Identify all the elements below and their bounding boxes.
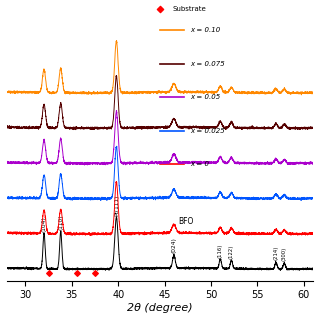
Text: (300): (300) — [282, 247, 287, 261]
Point — [46, 270, 51, 276]
Text: (110): (110) — [58, 214, 63, 230]
Text: (104): (104) — [42, 216, 46, 232]
Point — [92, 270, 98, 276]
Text: (214): (214) — [274, 246, 278, 260]
Text: Pt(111): Pt(111) — [114, 194, 119, 216]
Text: BFO: BFO — [178, 217, 194, 226]
Text: x = 0.025: x = 0.025 — [191, 128, 225, 134]
Point — [74, 270, 79, 276]
Text: x = 0.075: x = 0.075 — [191, 60, 225, 67]
Text: (122): (122) — [229, 244, 234, 259]
X-axis label: 2θ (degree): 2θ (degree) — [127, 303, 193, 313]
Text: (116): (116) — [218, 244, 223, 258]
Text: (024): (024) — [172, 237, 176, 253]
Text: x = 0.05: x = 0.05 — [191, 94, 221, 100]
Text: Substrate: Substrate — [172, 6, 206, 12]
Text: x = 0.10: x = 0.10 — [191, 27, 221, 33]
Text: x = 0: x = 0 — [191, 161, 210, 167]
